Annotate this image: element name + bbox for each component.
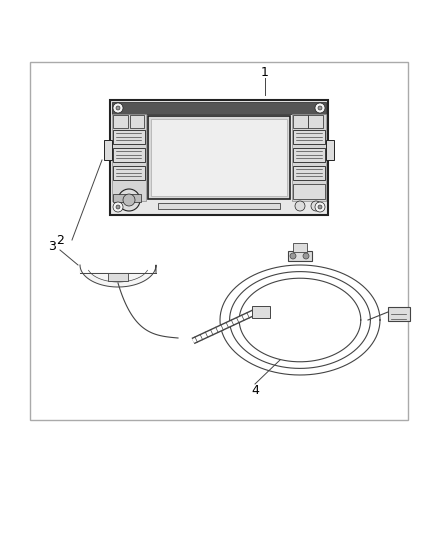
- Circle shape: [315, 103, 325, 113]
- Bar: [113, 130, 145, 144]
- Circle shape: [113, 103, 123, 113]
- Bar: [130, 115, 144, 128]
- Circle shape: [123, 194, 135, 206]
- Circle shape: [116, 205, 120, 209]
- Bar: [293, 166, 325, 180]
- Circle shape: [295, 201, 305, 211]
- Bar: [112, 114, 146, 201]
- Bar: [292, 114, 326, 201]
- Bar: [110, 100, 328, 215]
- Text: 3: 3: [48, 240, 56, 254]
- Text: 4: 4: [251, 384, 259, 397]
- Bar: [148, 116, 290, 199]
- Circle shape: [318, 106, 322, 110]
- Bar: [30, 62, 408, 420]
- Circle shape: [116, 106, 120, 110]
- Bar: [326, 140, 334, 160]
- Bar: [113, 166, 145, 180]
- Bar: [158, 203, 280, 209]
- Circle shape: [118, 189, 140, 211]
- Bar: [112, 102, 326, 114]
- Bar: [252, 306, 270, 318]
- Text: 1: 1: [261, 66, 269, 78]
- Bar: [293, 184, 325, 199]
- Bar: [113, 115, 128, 128]
- Bar: [293, 148, 325, 162]
- Circle shape: [290, 253, 296, 259]
- Bar: [108, 273, 128, 281]
- Bar: [151, 119, 287, 196]
- Circle shape: [315, 202, 325, 212]
- Circle shape: [318, 205, 322, 209]
- Bar: [293, 130, 325, 144]
- Polygon shape: [80, 265, 156, 287]
- Circle shape: [311, 201, 321, 211]
- Bar: [308, 115, 323, 128]
- Circle shape: [303, 253, 309, 259]
- Bar: [113, 148, 145, 162]
- Circle shape: [113, 202, 123, 212]
- Bar: [293, 115, 308, 128]
- Bar: [113, 194, 141, 202]
- Bar: [104, 140, 112, 160]
- Bar: [293, 243, 307, 252]
- Bar: [288, 251, 312, 261]
- Bar: [388, 307, 410, 321]
- Text: 2: 2: [56, 233, 64, 246]
